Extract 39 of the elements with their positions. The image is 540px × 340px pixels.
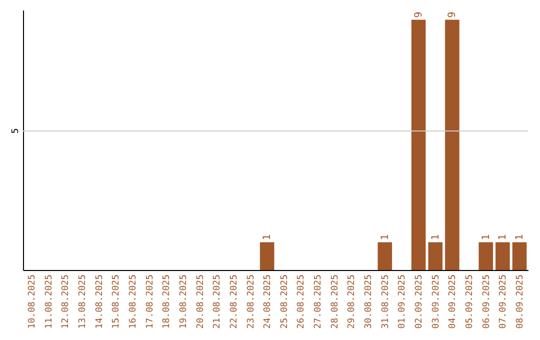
x-tick-label: 20.08.2025 <box>196 274 206 329</box>
ref-line-label: 5 <box>11 128 21 134</box>
x-tick-label: 02.09.2025 <box>414 274 425 329</box>
x-tick-label: 22.08.2025 <box>229 274 240 329</box>
x-tick-label: 06.09.2025 <box>482 274 492 329</box>
x-tick-label: 26.08.2025 <box>296 274 307 329</box>
x-tick-label: 18.08.2025 <box>162 274 172 329</box>
data-label: 1 <box>430 234 442 240</box>
x-tick-label: 05.09.2025 <box>465 274 476 329</box>
data-label: 1 <box>514 234 526 240</box>
x-tick-label: 01.09.2025 <box>398 274 408 329</box>
data-label: 9 <box>414 12 425 18</box>
x-tick-label: 31.08.2025 <box>380 274 391 329</box>
x-tick-label: 29.08.2025 <box>347 274 358 329</box>
x-tick-label: 07.09.2025 <box>498 274 509 329</box>
x-tick-label: 24.08.2025 <box>263 274 274 329</box>
x-tick-label: 13.08.2025 <box>78 274 88 329</box>
x-tick-label: 28.08.2025 <box>330 274 340 329</box>
x-tick-label: 19.08.2025 <box>178 274 189 329</box>
x-tick-label: 27.08.2025 <box>314 274 324 329</box>
data-label: 9 <box>447 12 458 18</box>
x-tick-label: 17.08.2025 <box>145 274 156 329</box>
x-tick-label: 10.08.2025 <box>28 274 38 329</box>
x-tick-label: 15.08.2025 <box>112 274 122 329</box>
x-tick-label: 12.08.2025 <box>61 274 72 329</box>
x-tick-label: 03.09.2025 <box>431 274 442 329</box>
x-tick-label: 11.08.2025 <box>44 274 54 329</box>
x-tick-label: 16.08.2025 <box>128 274 138 329</box>
x-tick-label: 25.08.2025 <box>280 274 290 329</box>
data-label: 1 <box>498 234 509 240</box>
x-tick-label: 23.08.2025 <box>246 274 256 329</box>
x-tick-label: 14.08.2025 <box>94 274 105 329</box>
data-label: 1 <box>380 234 391 240</box>
x-tick-label: 21.08.2025 <box>212 274 223 329</box>
data-label: 1 <box>262 234 274 240</box>
data-label: 1 <box>480 234 492 240</box>
x-tick-label: 08.09.2025 <box>516 274 526 329</box>
x-tick-label: 30.08.2025 <box>364 274 374 329</box>
x-tick-label: 04.09.2025 <box>448 274 458 329</box>
